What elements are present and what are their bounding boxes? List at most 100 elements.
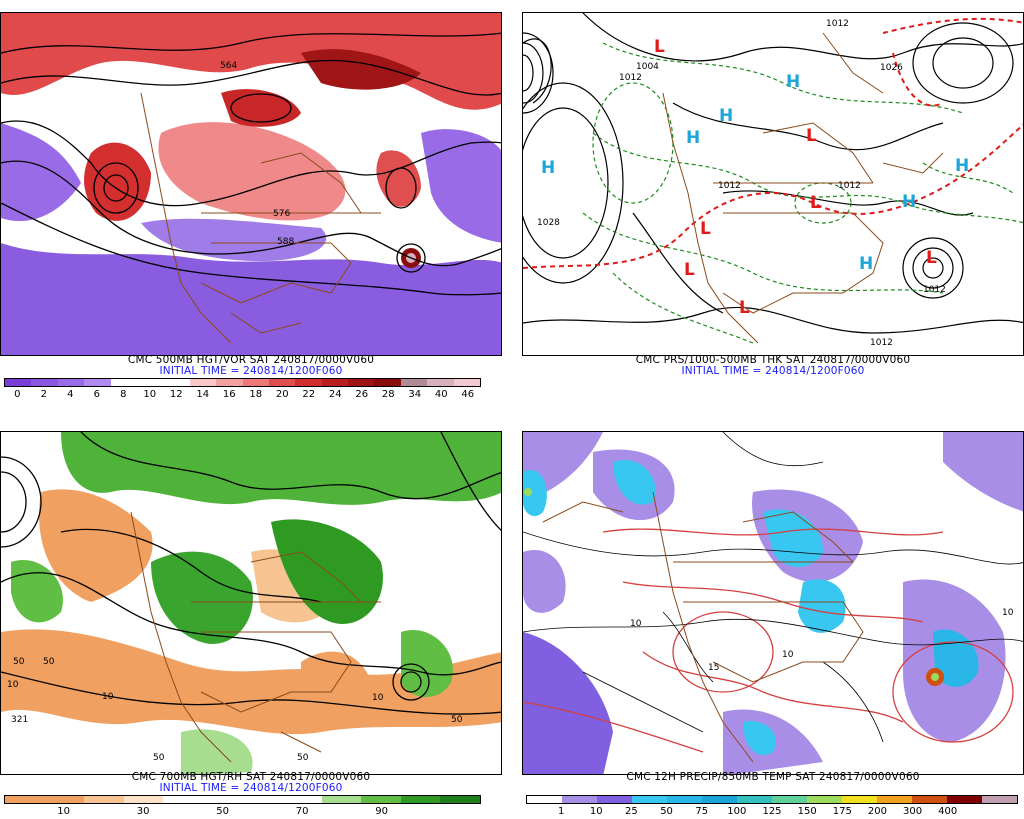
colorbar-tick-label: 24 xyxy=(328,389,342,400)
colorbar-tick-label: 34 xyxy=(408,389,422,400)
isobar-label-1012-central: 1012 xyxy=(718,181,741,191)
colorbar-swatch xyxy=(242,379,269,386)
colorbar-tick-label: 10 xyxy=(57,806,70,817)
colorbar-tick-label: 20 xyxy=(275,389,289,400)
colorbar-swatch xyxy=(667,796,702,803)
colorbar-swatch xyxy=(295,379,322,386)
colorbar-tick-label: 75 xyxy=(695,806,709,817)
isobar-label-1012-atlantic: 1012 xyxy=(923,285,946,295)
temp-label-10-b: 10 xyxy=(782,650,794,660)
vorticity-map-graphic xyxy=(1,13,501,355)
vorticity-colorbar xyxy=(4,378,481,387)
colorbar-swatch xyxy=(877,796,912,803)
colorbar-swatch xyxy=(912,796,947,803)
colorbar-swatch xyxy=(44,796,85,803)
colorbar-tick-label: 4 xyxy=(67,389,74,400)
colorbar-swatch xyxy=(189,379,217,386)
colorbar-tick-label: 125 xyxy=(762,806,782,817)
panel-pressure-thickness: 1012 1004 1012 1028 1012 1012 1012 1012 … xyxy=(522,0,1024,400)
colorbar-tick-label: 50 xyxy=(216,806,229,817)
colorbar-swatch xyxy=(282,796,322,803)
colorbar-swatch xyxy=(202,796,243,803)
colorbar-swatch xyxy=(5,379,32,386)
initial-time: INITIAL TIME = 240814/1200F060 xyxy=(681,365,865,377)
panel-precip-850temp: 10 15 10 10 CMC 12H PRECIP/850MB TEMP SA… xyxy=(522,419,1024,819)
colorbar-swatch xyxy=(57,379,85,386)
colorbar-tick-label: 70 xyxy=(295,806,309,817)
colorbar-tick-label: 6 xyxy=(93,389,100,400)
colorbar-swatch xyxy=(110,379,137,386)
precip-colorbar xyxy=(526,795,1018,804)
colorbar-swatch xyxy=(84,796,124,803)
colorbar-tick-label: 150 xyxy=(797,806,817,817)
colorbar-tick-label: 22 xyxy=(302,389,316,400)
colorbar-tick-label: 10 xyxy=(589,806,603,817)
contour-label-576: 576 xyxy=(273,209,291,219)
high-center-newengland: H xyxy=(902,192,917,212)
colorbar-swatch xyxy=(632,796,667,803)
humidity-colorbar xyxy=(4,795,481,804)
colorbar-swatch xyxy=(947,796,982,803)
colorbar-swatch xyxy=(400,796,441,803)
low-center-greatlakes: L xyxy=(806,126,817,146)
colorbar-tick-label: 175 xyxy=(832,806,852,817)
rh-label-50-b: 50 xyxy=(43,657,55,667)
panel-700mb-hgt-rh: 50 10 50 321 50 10 50 50 10 CMC 700MB HG… xyxy=(0,419,502,819)
colorbar-swatch xyxy=(427,379,454,386)
map-500mb-vorticity: 564 576 588 xyxy=(0,12,502,356)
pressure-map-graphic xyxy=(523,13,1023,355)
humidity-map-graphic xyxy=(1,432,501,774)
low-center-southwest: L xyxy=(684,260,695,280)
panel-title: CMC 12H PRECIP/850MB TEMP SAT 240817/000… xyxy=(626,771,920,783)
colorbar-swatch xyxy=(772,796,807,803)
temp-label-10-c: 10 xyxy=(1002,608,1014,618)
rh-label-50-c: 50 xyxy=(153,753,165,763)
colorbar-swatch xyxy=(400,379,428,386)
panel-title: CMC 500MB HGT/VOR SAT 240817/0000V060 xyxy=(127,354,375,366)
colorbar-swatch xyxy=(123,796,164,803)
rh-label-321: 321 xyxy=(11,715,29,725)
colorbar-tick-label: 25 xyxy=(625,806,638,817)
isobar-label-1004: 1004 xyxy=(636,62,659,72)
colorbar-swatch xyxy=(163,796,203,803)
colorbar-tick-label: 2 xyxy=(40,389,47,400)
colorbar-tick-label: 8 xyxy=(120,389,127,400)
precip-map-graphic xyxy=(523,432,1023,774)
isobar-label-1026: 1026 xyxy=(880,63,903,73)
high-center-pacific: H xyxy=(541,158,556,178)
high-center-northwest: H xyxy=(686,128,701,148)
panel-title: CMC 700MB HGT/RH SAT 240817/0000V060 xyxy=(131,771,371,783)
panel-500mb-hgt-vor: 564 576 588 CMC 500MB HGT/VOR SAT 240817… xyxy=(0,0,502,400)
isobar-label-1028: 1028 xyxy=(537,218,560,228)
temp-label-10-a: 10 xyxy=(630,619,642,629)
colorbar-swatch xyxy=(842,796,877,803)
colorbar-swatch xyxy=(597,796,632,803)
colorbar-tick-label: 10 xyxy=(143,389,157,400)
colorbar-swatch xyxy=(321,379,349,386)
colorbar-tick-label: 18 xyxy=(249,389,263,400)
contour-label-564: 564 xyxy=(220,61,238,71)
colorbar-swatch xyxy=(527,796,562,803)
colorbar-tick-label: 400 xyxy=(938,806,958,817)
colorbar-swatch xyxy=(136,379,164,386)
high-center-southeast: H xyxy=(859,254,874,274)
rh-label-50-a: 50 xyxy=(13,657,25,667)
colorbar-tick-label: 30 xyxy=(136,806,150,817)
low-center-mexico: L xyxy=(739,298,750,318)
map-precip-temperature: 10 15 10 10 xyxy=(522,431,1024,775)
colorbar-swatch xyxy=(361,796,401,803)
rh-label-50-e: 50 xyxy=(297,753,309,763)
rh-label-50-d: 50 xyxy=(451,715,463,725)
rh-label-10-b: 10 xyxy=(372,693,384,703)
contour-label-588: 588 xyxy=(277,237,295,247)
colorbar-tick-label: 1 xyxy=(557,806,565,817)
colorbar-swatch xyxy=(807,796,842,803)
colorbar-tick-label: 14 xyxy=(196,389,210,400)
colorbar-swatch xyxy=(5,796,45,803)
colorbar-swatch xyxy=(242,796,283,803)
isobar-label-1012-west: 1012 xyxy=(619,73,642,83)
colorbar-swatch xyxy=(982,796,1017,803)
colorbar-swatch xyxy=(348,379,375,386)
low-center-atlantic: L xyxy=(926,248,937,268)
low-center-ohio: L xyxy=(810,193,821,213)
